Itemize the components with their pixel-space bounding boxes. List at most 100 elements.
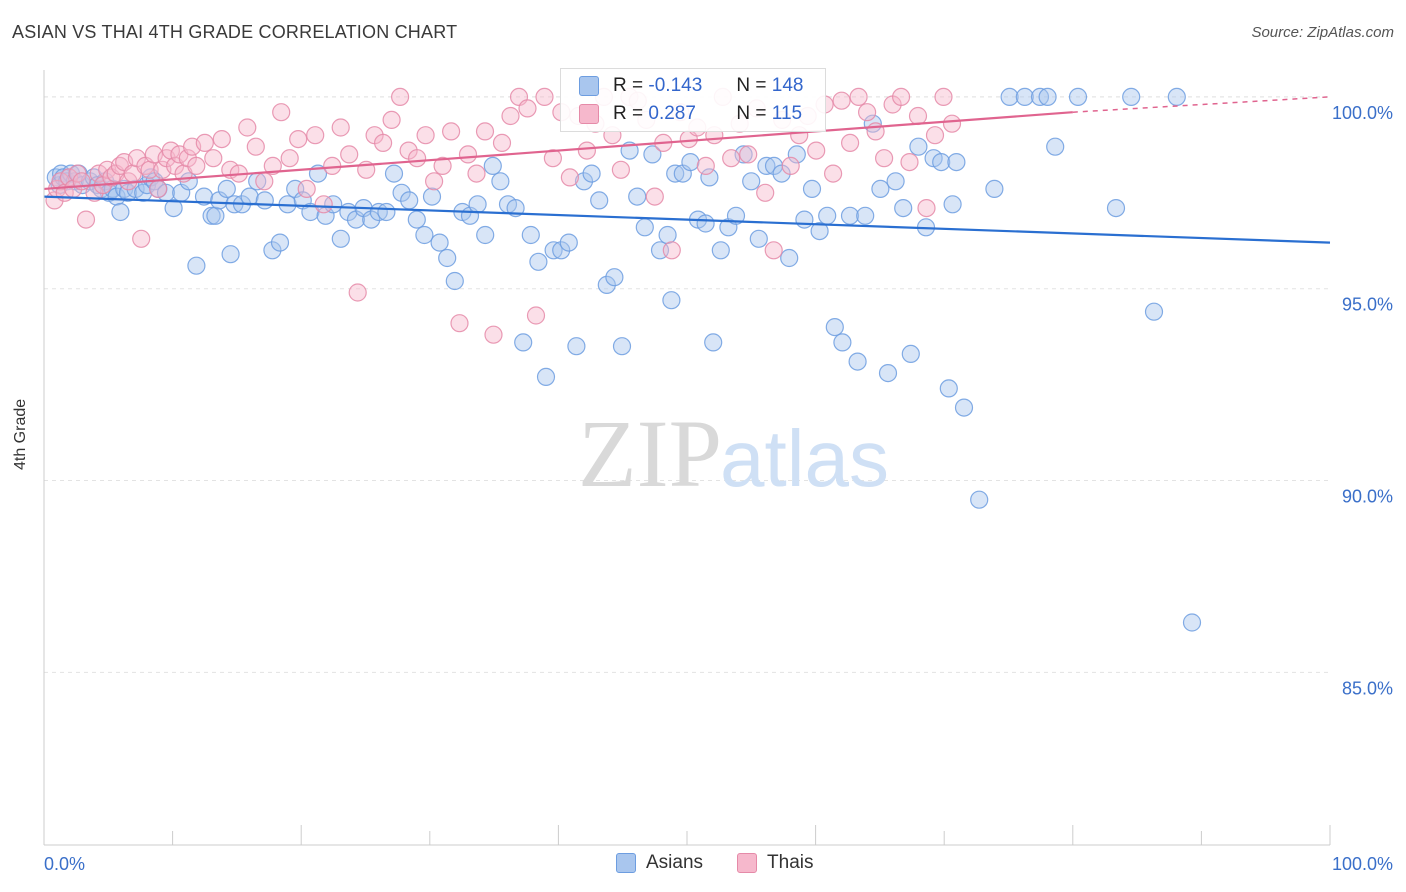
point-asians [1106,199,1126,218]
point-thais [76,210,96,229]
trend-line-thais [43,111,1073,191]
point-asians [194,187,214,206]
point-asians [574,172,594,191]
trend-lines [43,96,1331,244]
point-asians [1030,87,1050,107]
point-asians [787,145,806,164]
point-asians [939,379,958,398]
point-thais [543,149,563,168]
point-thais [297,179,316,198]
point-asians [772,164,791,183]
point-asians [780,248,799,268]
point-asians [1038,87,1057,107]
y-axis-label: 4th Grade [12,398,29,470]
point-asians [909,137,928,156]
point-asians [886,172,905,191]
point-asians [894,199,913,218]
legend-swatch-asians [579,76,599,96]
point-asians [825,318,844,337]
point-asians [643,145,662,164]
chart-title: ASIAN VS THAI 4TH GRADE CORRELATION CHAR… [12,22,458,42]
point-thais [467,164,486,183]
point-thais [781,156,800,175]
point-thais [149,179,168,198]
point-thais [374,133,393,152]
point-asians [954,398,974,417]
x-tick-label: 0.0% [44,854,85,874]
point-thais [416,126,435,145]
point-thais [722,149,741,168]
point-thais [934,87,953,107]
point-thais [756,183,775,202]
point-asians [597,275,616,294]
r-label: R = [613,103,644,124]
legend-swatch-asians [616,853,636,873]
n-label: N = [736,103,767,124]
point-asians [476,225,495,245]
y-tick-label: 95.0% [1342,295,1393,315]
point-thais [391,87,410,107]
point-thais [492,133,512,152]
point-asians [947,153,966,172]
legend-label-thais: Thais [767,852,814,873]
legend-item-asians[interactable]: Asians [616,852,703,874]
point-thais [526,306,546,325]
point-asians [1068,87,1088,107]
point-asians [324,195,343,214]
point-asians [871,179,890,198]
point-asians [1046,137,1065,156]
point-thais [662,241,681,260]
point-asians [400,191,419,210]
source-label: Source: ZipAtlas.com [1251,24,1394,41]
point-thais [195,133,214,152]
point-asians [840,206,860,225]
point-thais [739,145,758,164]
point-thais [917,199,936,218]
trend-line-thais-extension [1072,96,1331,113]
point-thais [306,126,325,145]
point-asians [658,225,677,245]
point-asians [187,256,206,275]
point-asians [628,187,647,206]
point-asians [483,156,502,175]
point-asians [666,164,685,183]
point-asians [255,191,274,210]
point-asians [107,187,126,206]
legend-swatch-thais [737,853,758,873]
point-asians [833,333,852,352]
point-thais [518,99,537,118]
point-asians [757,156,776,175]
point-asians [802,179,822,198]
point-asians [514,333,533,352]
n-label: N = [736,75,767,96]
y-tick-label: 100.0% [1332,103,1393,123]
point-thais [908,106,928,126]
watermark-atlas: atlas [720,414,889,503]
point-thais [204,149,223,168]
point-asians [263,241,282,260]
trend-line-asians [43,195,1331,244]
point-asians [559,233,578,252]
legend-item-thais[interactable]: Thais [737,852,814,874]
point-thais [857,103,877,122]
point-thais [348,283,367,302]
n-value: 148 [771,75,804,96]
point-thais [874,149,894,168]
axes: 100.0% 95.0% 90.0% 85.0% 0.0% 100.0% [43,70,1393,874]
point-thais [263,156,282,175]
point-thais [433,156,452,175]
point-thais [925,126,945,145]
point-asians [681,153,700,172]
grid-lines [44,96,1330,673]
point-thais [289,130,308,149]
point-asians [848,352,867,371]
point-thais [314,195,333,214]
point-thais [382,110,401,130]
point-thais [246,137,265,156]
point-thais [458,145,478,164]
point-asians [392,183,411,202]
point-asians [164,199,183,218]
point-thais [611,160,631,179]
legend-row-thais: R = 0.287 N = 115 [579,102,802,126]
